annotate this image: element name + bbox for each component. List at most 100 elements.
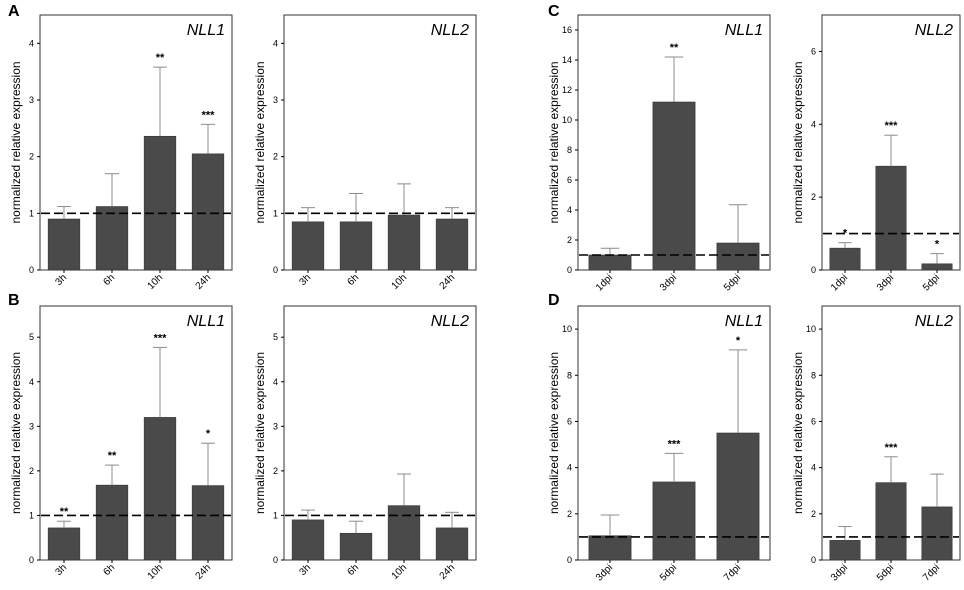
bar [191, 153, 225, 271]
significance-marker: *** [885, 442, 899, 454]
y-tick-label: 4 [811, 119, 816, 129]
bar [143, 417, 177, 561]
x-tick-label: 24h [438, 272, 458, 292]
chart-panel-a1: A NLL1 normalized relative expression 0 1 2 3 4… [8, 3, 233, 292]
x-tick-label: 10h [390, 272, 410, 292]
y-tick-label: 4 [811, 463, 816, 473]
bar [921, 263, 953, 271]
chart-title: NLL1 [725, 313, 763, 330]
y-tick-label: 0 [29, 265, 34, 275]
y-tick-label: 8 [811, 370, 816, 380]
y-tick-label: 1 [273, 510, 278, 520]
chart-title: NLL2 [915, 313, 953, 330]
y-tick-label: 3 [273, 421, 278, 431]
y-tick-label: 6 [567, 416, 572, 426]
chart-title: NLL2 [915, 22, 953, 39]
bar [47, 218, 81, 271]
bar [716, 242, 760, 271]
y-tick-label: 3 [29, 421, 34, 431]
x-tick-label: 6h [345, 272, 361, 288]
bar [829, 540, 861, 561]
x-tick-label: 6h [345, 562, 361, 578]
significance-marker: ** [108, 450, 117, 462]
bar [339, 532, 373, 561]
x-tick-label: 10h [146, 272, 166, 292]
significance-marker: * [736, 335, 741, 347]
y-tick-label: 0 [567, 555, 572, 565]
bar [291, 221, 325, 271]
y-axis-label: normalized relative expression [9, 352, 23, 514]
bar [921, 506, 953, 561]
y-tick-label: 0 [273, 555, 278, 565]
bar [588, 535, 632, 561]
significance-marker: ** [670, 42, 679, 54]
x-tick-label: 3h [53, 272, 69, 288]
significance-marker: ** [156, 52, 165, 64]
bar [291, 519, 325, 561]
y-tick-label: 2 [29, 152, 34, 162]
x-tick-label: 3dpi [594, 562, 615, 583]
y-tick-label: 2 [811, 509, 816, 519]
bar [95, 484, 129, 561]
y-tick-label: 1 [273, 208, 278, 218]
panel-letter: A [8, 3, 20, 20]
y-tick-label: 5 [273, 332, 278, 342]
bar [829, 247, 861, 271]
y-tick-label: 6 [811, 416, 816, 426]
x-tick-label: 3h [297, 562, 313, 578]
significance-marker: ** [60, 506, 69, 518]
y-tick-label: 0 [273, 265, 278, 275]
x-tick-label: 5dpi [921, 272, 942, 293]
x-tick-label: 6h [101, 562, 117, 578]
y-tick-label: 2 [29, 466, 34, 476]
y-tick-label: 4 [273, 38, 278, 48]
y-tick-label: 6 [567, 175, 572, 185]
chart-title: NLL1 [187, 22, 225, 39]
chart-panel-c1: C NLL1 normalized relative expression 0 2 4 6 8… [547, 3, 771, 293]
y-tick-label: 4 [567, 463, 572, 473]
chart-panel-b2: NLL2 normalized relative expression 0 1 2 3 4 5… [253, 305, 477, 582]
y-tick-label: 0 [29, 555, 34, 565]
y-tick-label: 1 [29, 510, 34, 520]
y-axis-label: normalized relative expression [9, 61, 23, 223]
panel-letter: D [548, 292, 560, 309]
plot-frame [39, 305, 233, 561]
bar [716, 432, 760, 561]
x-tick-label: 5dpi [875, 562, 896, 583]
y-tick-label: 4 [29, 377, 34, 387]
y-tick-label: 2 [273, 152, 278, 162]
y-tick-label: 4 [567, 205, 572, 215]
y-axis-label: normalized relative expression [253, 61, 267, 223]
y-axis-label: normalized relative expression [547, 61, 561, 223]
y-tick-label: 4 [29, 38, 34, 48]
significance-marker: *** [154, 332, 168, 344]
y-tick-label: 10 [806, 324, 816, 334]
chart-panel-d1: D NLL1 normalized relative expression 0 2 4 6 8… [547, 292, 771, 583]
significance-marker: *** [668, 438, 682, 450]
bar [875, 165, 907, 271]
y-axis-label: normalized relative expression [253, 352, 267, 514]
y-tick-label: 6 [811, 46, 816, 56]
x-tick-label: 24h [194, 562, 214, 582]
chart-title: NLL1 [725, 22, 763, 39]
bar [435, 527, 469, 561]
x-tick-label: 24h [438, 562, 458, 582]
bar [435, 218, 469, 271]
bar [588, 254, 632, 271]
bar [387, 214, 421, 271]
y-tick-label: 10 [562, 115, 572, 125]
x-tick-label: 3dpi [658, 272, 679, 293]
significance-marker: * [206, 428, 211, 440]
y-tick-label: 8 [567, 145, 572, 155]
y-tick-label: 1 [29, 208, 34, 218]
x-tick-label: 10h [146, 562, 166, 582]
bar [143, 135, 177, 271]
significance-marker: *** [885, 120, 899, 132]
plot-frame [283, 14, 477, 271]
y-tick-label: 8 [567, 370, 572, 380]
bar [339, 221, 373, 271]
bar [652, 101, 696, 271]
y-tick-label: 0 [567, 265, 572, 275]
chart-panel-c2: NLL2 normalized relative expression 0 2 4 6 * 1… [791, 14, 961, 293]
